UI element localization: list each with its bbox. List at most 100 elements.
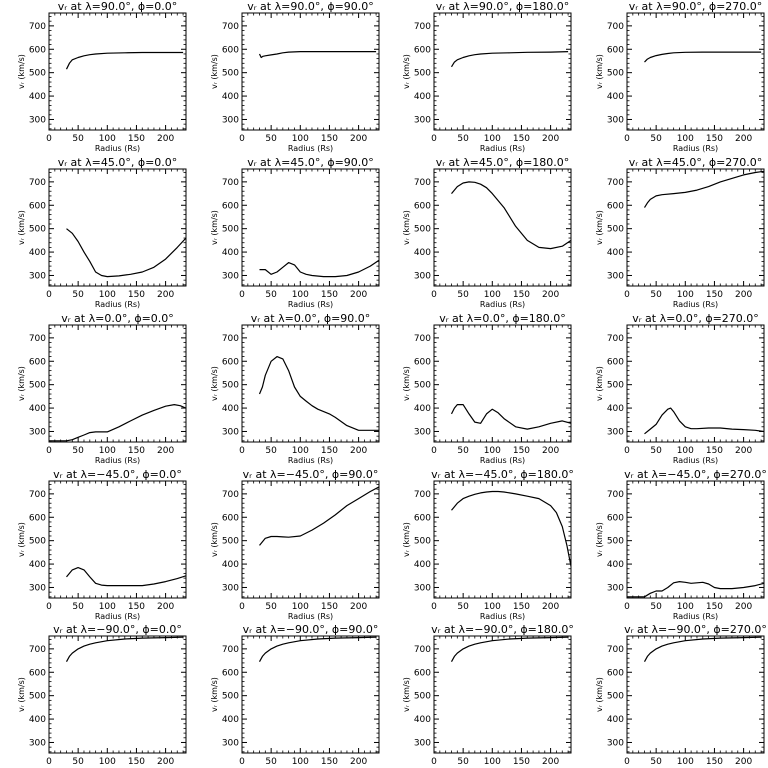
plot-title: vᵣ at λ=45.0°, ϕ=270.0° — [629, 156, 763, 169]
x-axis-label: Radius (Rs) — [673, 456, 718, 465]
series-line — [65, 636, 184, 662]
plot-frame — [626, 168, 765, 287]
y-tick-label: 700 — [607, 645, 624, 655]
y-tick-label: 300 — [29, 271, 46, 281]
x-axis-label: Radius (Rs) — [673, 300, 718, 309]
subplot-11: vᵣ at λ=0.0°, ϕ=180.0° 0 50 100 150 200 300 400… — [402, 312, 572, 465]
x-tick-label: 0 — [431, 757, 437, 767]
subplot-13: vᵣ at λ=−45.0°, ϕ=0.0° 0 50 100 150 200 300 400… — [17, 468, 187, 621]
y-tick-label: 700 — [607, 22, 624, 32]
y-tick-label: 400 — [29, 92, 46, 102]
y-tick-label: 600 — [29, 668, 46, 678]
x-axis-label: Radius (Rs) — [95, 456, 140, 465]
y-axis-label: vᵣ (km/s) — [210, 522, 219, 557]
subplot-10: vᵣ at λ=0.0°, ϕ=90.0° 0 50 100 150 200 300 400 5… — [210, 312, 380, 465]
x-tick-label: 100 — [484, 757, 501, 767]
y-tick-label: 300 — [222, 427, 239, 437]
x-axis-label: Radius (Rs) — [95, 612, 140, 621]
x-tick-label: 100 — [99, 134, 116, 144]
x-tick-label: 100 — [677, 134, 694, 144]
x-tick-label: 150 — [128, 446, 145, 456]
x-tick-label: 0 — [239, 290, 245, 300]
y-tick-label: 400 — [222, 560, 239, 570]
y-tick-label: 300 — [222, 115, 239, 125]
y-tick-label: 300 — [607, 427, 624, 437]
y-tick-label: 300 — [29, 583, 46, 593]
x-tick-label: 150 — [321, 290, 338, 300]
y-tick-label: 700 — [29, 334, 46, 344]
subplot-17: vᵣ at λ=−90.0°, ϕ=0.0° 0 50 100 150 200 300 400… — [17, 623, 187, 768]
series-line — [66, 567, 186, 587]
x-tick-label: 0 — [239, 134, 245, 144]
y-tick-label: 700 — [29, 178, 46, 188]
y-tick-label: 400 — [414, 92, 431, 102]
y-tick-label: 300 — [607, 583, 624, 593]
x-tick-label: 100 — [292, 446, 309, 456]
plot-frame — [241, 324, 380, 443]
x-tick-label: 0 — [239, 446, 245, 456]
x-tick-label: 200 — [157, 134, 174, 144]
plot-frame — [48, 324, 187, 443]
x-tick-label: 50 — [72, 446, 84, 456]
plot-title: vᵣ at λ=45.0°, ϕ=90.0° — [247, 156, 374, 169]
y-axis-label: vᵣ (km/s) — [17, 522, 26, 557]
x-tick-label: 150 — [706, 757, 723, 767]
y-tick-label: 600 — [29, 513, 46, 523]
x-axis-label: Radius (Rs) — [288, 300, 333, 309]
x-tick-label: 150 — [128, 290, 145, 300]
plot-frame — [48, 168, 187, 287]
series-line — [66, 228, 186, 278]
y-tick-label: 300 — [414, 738, 431, 748]
y-tick-label: 500 — [414, 381, 431, 391]
x-tick-label: 0 — [431, 290, 437, 300]
y-axis-label: vᵣ (km/s) — [402, 677, 411, 712]
x-tick-label: 0 — [431, 446, 437, 456]
y-tick-label: 400 — [29, 404, 46, 414]
series-line — [259, 486, 379, 546]
y-tick-label: 400 — [607, 560, 624, 570]
plot-frame — [433, 480, 572, 599]
x-tick-label: 150 — [706, 602, 723, 612]
series-line — [643, 170, 764, 208]
y-tick-label: 400 — [29, 248, 46, 258]
y-tick-label: 600 — [607, 201, 624, 211]
plot-frame — [433, 168, 572, 287]
y-axis-label: vᵣ (km/s) — [17, 677, 26, 712]
series-line — [49, 404, 186, 442]
subplot-16: vᵣ at λ=−45.0°, ϕ=270.0° 0 50 100 150 200 300 4… — [595, 468, 767, 621]
x-tick-label: 150 — [321, 602, 338, 612]
y-tick-label: 700 — [414, 645, 431, 655]
x-tick-label: 50 — [72, 290, 84, 300]
plot-title: vᵣ at λ=0.0°, ϕ=90.0° — [251, 312, 371, 325]
x-tick-label: 200 — [350, 446, 367, 456]
subplot-14: vᵣ at λ=−45.0°, ϕ=90.0° 0 50 100 150 200 300 40… — [210, 468, 380, 621]
series-line — [450, 404, 571, 430]
x-tick-label: 0 — [46, 134, 52, 144]
x-tick-label: 150 — [706, 446, 723, 456]
x-tick-label: 150 — [706, 290, 723, 300]
y-tick-label: 400 — [414, 248, 431, 258]
x-tick-label: 200 — [542, 757, 559, 767]
x-tick-label: 100 — [677, 446, 694, 456]
x-tick-label: 100 — [292, 757, 309, 767]
x-tick-label: 150 — [128, 602, 145, 612]
x-tick-label: 100 — [292, 290, 309, 300]
y-axis-label: vᵣ (km/s) — [17, 210, 26, 245]
x-tick-label: 100 — [484, 446, 501, 456]
y-tick-label: 300 — [29, 427, 46, 437]
x-axis-label: Radius (Rs) — [288, 144, 333, 153]
plot-title: vᵣ at λ=45.0°, ϕ=180.0° — [436, 156, 570, 169]
y-tick-label: 700 — [29, 22, 46, 32]
plot-title: vᵣ at λ=−90.0°, ϕ=90.0° — [243, 623, 379, 636]
y-tick-label: 600 — [29, 357, 46, 367]
plot-title: vᵣ at λ=−90.0°, ϕ=0.0° — [53, 623, 182, 636]
x-tick-label: 150 — [513, 134, 530, 144]
x-tick-label: 100 — [99, 757, 116, 767]
x-tick-label: 200 — [542, 134, 559, 144]
subplot-7: vᵣ at λ=45.0°, ϕ=180.0° 0 50 100 150 200 300 40… — [402, 156, 572, 309]
y-tick-label: 500 — [414, 69, 431, 79]
subplot-18: vᵣ at λ=−90.0°, ϕ=90.0° 0 50 100 150 200 300 40… — [210, 623, 380, 768]
subplot-20: vᵣ at λ=−90.0°, ϕ=270.0° 0 50 100 150 200 300 4… — [595, 623, 767, 768]
y-axis-label: vᵣ (km/s) — [210, 366, 219, 401]
x-tick-label: 200 — [735, 134, 752, 144]
